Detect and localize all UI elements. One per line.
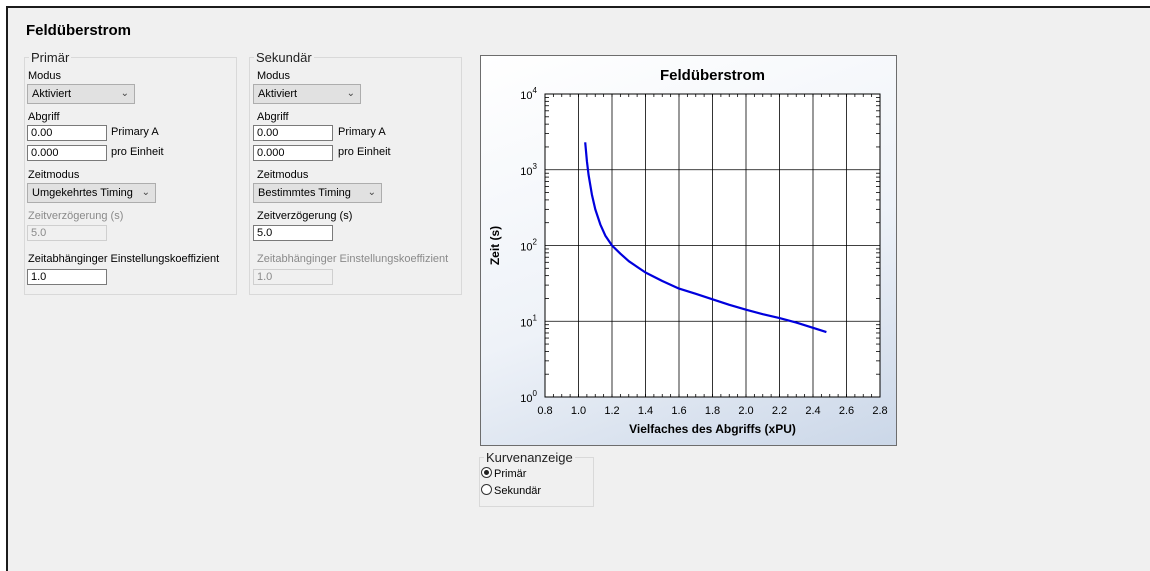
chart-svg: 0.8 1.0 1.2 1.4 1.6 1.8 2.0 2.2 2.4 2.6 2.8 100 101 1… [488, 67, 888, 436]
radio-secondary-dot [481, 484, 492, 495]
primary-mode-value: Aktiviert [32, 88, 72, 100]
primary-legend: Primär [31, 50, 70, 65]
x-tick-label: 2.6 [839, 405, 854, 417]
chart-title: Feldüberstrom [660, 67, 765, 84]
primary-time-mode-select[interactable]: Umgekehrtes Timing ⌄ [27, 183, 156, 203]
primary-mode-label: Modus [28, 70, 62, 82]
y-tick-label: 102 [520, 238, 537, 254]
y-tick-label: 101 [520, 313, 537, 329]
primary-delay-label: Zeitverzögerung (s) [28, 210, 124, 222]
primary-tap-pu-input[interactable]: 0.000 [27, 145, 107, 161]
curve-display-group: Kurvenanzeige [479, 450, 594, 507]
radio-secondary-label: Sekundär [494, 485, 542, 497]
secondary-mode-select[interactable]: Aktiviert ⌄ [253, 84, 361, 104]
secondary-group: Sekundär [249, 50, 462, 295]
secondary-coef-input: 1.0 [253, 269, 333, 285]
x-axis-label: Vielfaches des Abgriffs (xPU) [629, 422, 796, 436]
secondary-tap-pu-input[interactable]: 0.000 [253, 145, 333, 161]
secondary-delay-label: Zeitverzögerung (s) [257, 210, 353, 222]
secondary-time-mode-label: Zeitmodus [257, 169, 309, 181]
x-tick-label: 1.0 [571, 405, 586, 417]
y-axis-label: Zeit (s) [488, 226, 502, 265]
radio-primary-dot [481, 467, 492, 478]
secondary-tap-amps-unit: Primary A [338, 126, 386, 138]
main-panel: Feldüberstrom Primär Modus Aktiviert ⌄ A… [6, 6, 1150, 571]
secondary-tap-pu-unit: pro Einheit [338, 146, 391, 158]
chevron-down-icon: ⌄ [367, 187, 376, 198]
x-tick-label: 2.0 [738, 405, 753, 417]
x-tick-label: 1.6 [671, 405, 686, 417]
secondary-time-mode-select[interactable]: Bestimmtes Timing ⌄ [253, 183, 382, 203]
primary-time-mode-value: Umgekehrtes Timing [32, 187, 133, 199]
secondary-tap-label: Abgriff [257, 111, 289, 123]
primary-tap-pu-unit: pro Einheit [111, 146, 164, 158]
x-tick-label: 0.8 [537, 405, 552, 417]
plot-frame [544, 93, 881, 398]
radio-primary-label: Primär [494, 468, 527, 480]
y-tick-label: 100 [520, 389, 537, 405]
radio-primary[interactable]: Primär [481, 467, 526, 480]
chevron-down-icon: ⌄ [120, 88, 129, 99]
y-tick-label: 103 [520, 162, 537, 178]
radio-secondary[interactable]: Sekundär [481, 484, 541, 497]
secondary-tap-amps-input[interactable]: 0.00 [253, 125, 333, 141]
secondary-delay-input[interactable]: 5.0 [253, 225, 333, 241]
primary-tap-amps-input[interactable]: 0.00 [27, 125, 107, 141]
x-tick-label: 1.8 [705, 405, 720, 417]
primary-delay-input: 5.0 [27, 225, 107, 241]
page-title: Feldüberstrom [26, 22, 132, 39]
x-tick-label: 1.4 [638, 405, 653, 417]
x-tick-label: 2.2 [772, 405, 787, 417]
curve-chart: 0.8 1.0 1.2 1.4 1.6 1.8 2.0 2.2 2.4 2.6 2.8 100 101 1… [480, 55, 897, 446]
primary-mode-select[interactable]: Aktiviert ⌄ [27, 84, 135, 104]
primary-group: Primär [24, 50, 237, 295]
secondary-coef-label: Zeitabhänginger Einstellungskoeffizient [257, 253, 449, 265]
primary-tap-label: Abgriff [28, 111, 60, 123]
x-tick-label: 2.4 [805, 405, 820, 417]
secondary-time-mode-value: Bestimmtes Timing [258, 187, 351, 199]
curve-line [584, 142, 827, 334]
primary-coef-input[interactable]: 1.0 [27, 269, 107, 285]
primary-time-mode-label: Zeitmodus [28, 169, 80, 181]
chevron-down-icon: ⌄ [346, 88, 355, 99]
primary-tap-amps-unit: Primary A [111, 126, 159, 138]
x-tick-label: 1.2 [604, 405, 619, 417]
primary-coef-label: Zeitabhänginger Einstellungskoeffizient [28, 253, 220, 265]
curve-display-legend: Kurvenanzeige [486, 450, 573, 465]
x-tick-label: 2.8 [872, 405, 887, 417]
secondary-mode-label: Modus [257, 70, 291, 82]
secondary-legend: Sekundär [256, 50, 312, 65]
chevron-down-icon: ⌄ [141, 187, 150, 198]
secondary-mode-value: Aktiviert [258, 88, 298, 100]
y-tick-label: 104 [520, 86, 537, 102]
